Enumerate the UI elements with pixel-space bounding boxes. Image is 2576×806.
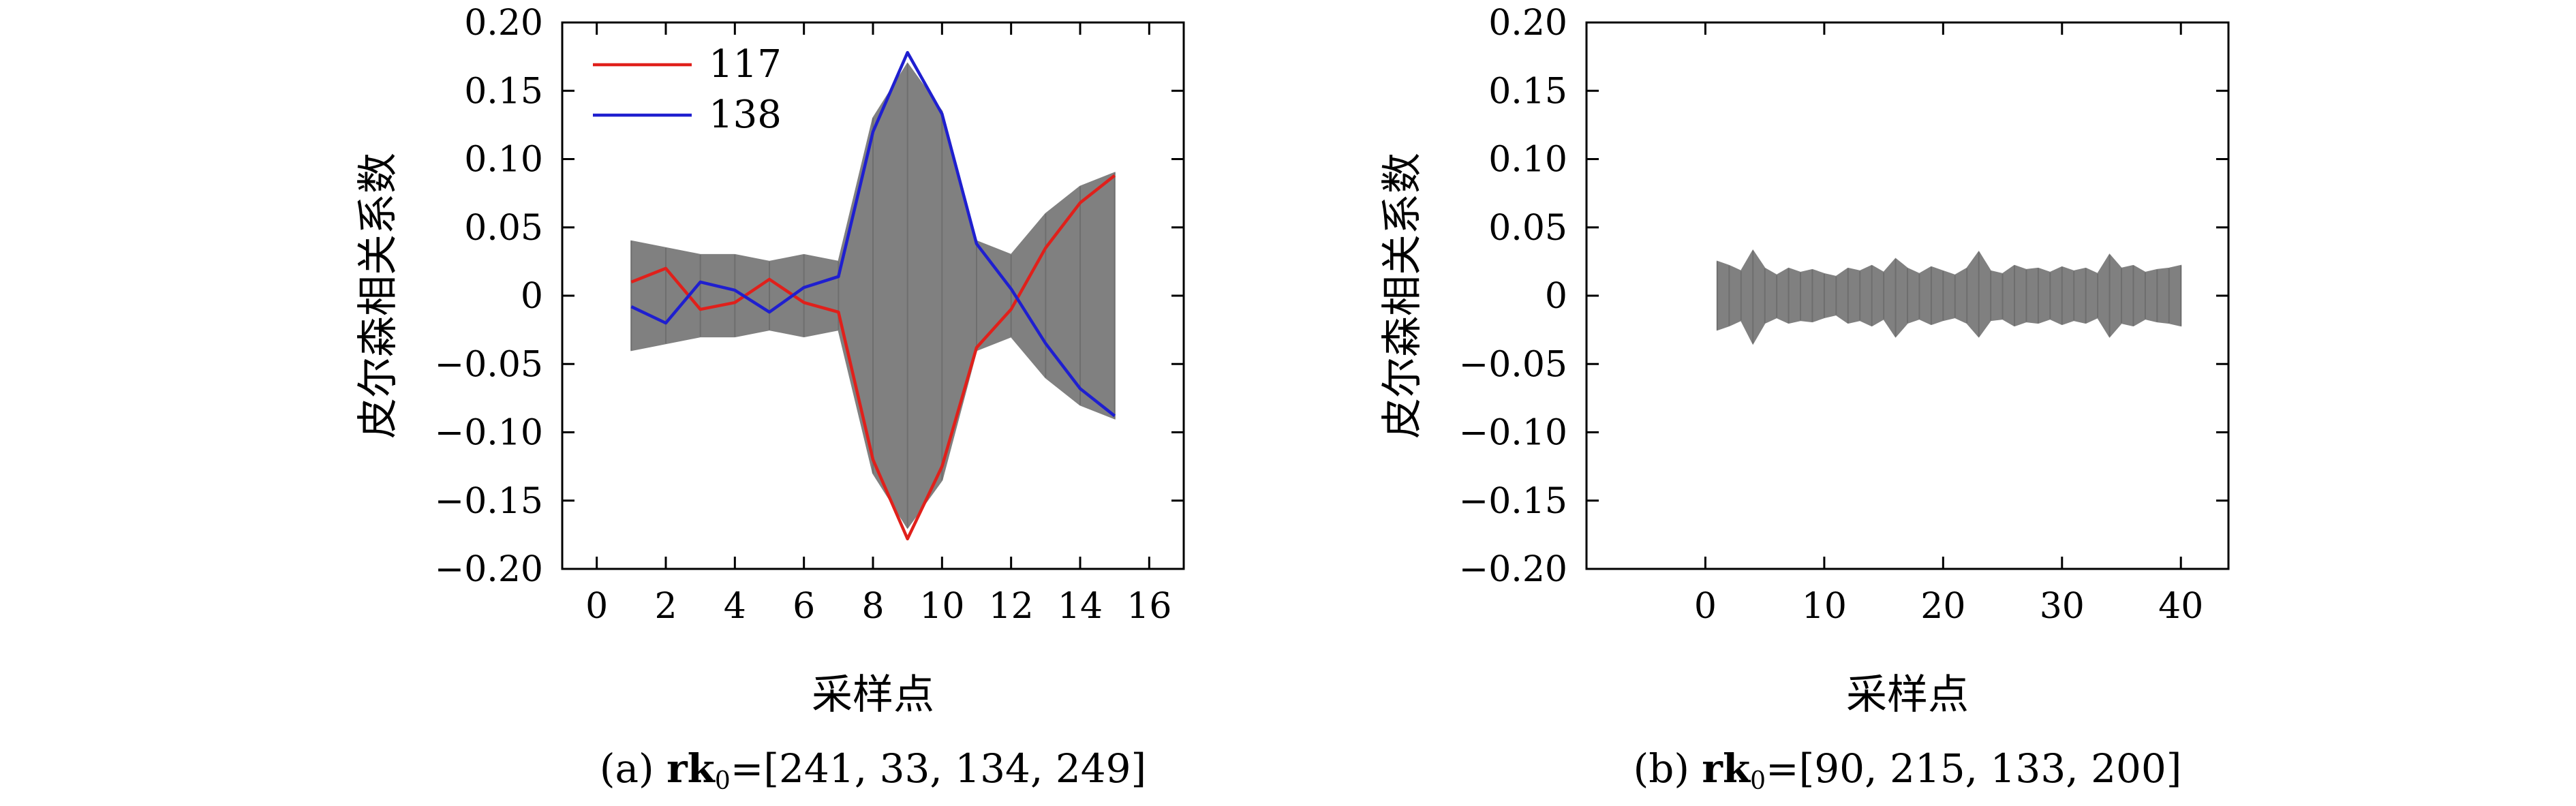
x-tick-label: 40 [2158,586,2203,627]
y-tick-label: 0 [521,276,543,317]
x-tick-label: 20 [1920,586,1965,627]
y-axis-label: 皮尔森相关系数 [354,153,402,439]
y-tick-label: −0.10 [435,413,543,454]
caption-prefix: (b) [1634,745,1702,792]
subplot-a: −0.20 −0.15 −0.10 −0.05 0 0.05 0.10 0.15 0.20 0 2 4… [354,3,1185,795]
y-tick-label: −0.20 [435,549,543,590]
y-tick-label: −0.05 [435,344,543,385]
caption-bold: rk [666,745,716,792]
y-tick-label: 0.20 [464,3,543,44]
legend-label: 117 [709,42,782,87]
x-tick-label: 0 [585,586,608,627]
series-line-117 [630,174,1116,541]
x-tick-label: 6 [793,586,815,627]
caption-suffix: =[90, 215, 133, 200] [1766,745,2181,792]
y-tick-label: 0.05 [464,208,543,249]
x-tick-label: 4 [724,586,746,627]
y-tick-label: −0.10 [1459,413,1567,454]
x-tick-label: 12 [989,586,1034,627]
x-axis-label: 采样点 [812,671,934,719]
x-tick-label: 10 [919,586,964,627]
caption-bold: rk [1702,745,1751,792]
x-tick-label: 14 [1058,586,1103,627]
y-tick-label: 0.20 [1488,3,1567,44]
subplot-caption: (b) rk0=[90, 215, 133, 200] [1634,745,2182,795]
y-tick-label: 0.10 [1488,140,1567,181]
caption-suffix: =[241, 33, 134, 249] [731,745,1146,792]
x-tick-label: 0 [1694,586,1717,627]
subplot-b: −0.20 −0.15 −0.10 −0.05 0 0.05 0.10 0.15 0.20 0 10… [1379,3,2230,795]
x-tick-label: 8 [861,586,884,627]
caption-subscript: 0 [715,767,731,795]
y-tick-label: −0.20 [1459,549,1567,590]
x-tick-label: 2 [654,586,677,627]
x-tick-label: 16 [1126,586,1171,627]
trace-envelope [1716,249,2182,345]
caption-prefix: (a) [600,745,666,792]
y-tick-label: 0.15 [1488,71,1567,112]
subplot-caption: (a) rk0=[241, 33, 134, 249] [600,745,1146,795]
caption-subscript: 0 [1750,767,1766,795]
x-tick-label: 30 [2040,586,2085,627]
y-tick-label: 0 [1545,276,1567,317]
y-tick-label: 0.10 [464,140,543,181]
y-tick-label: 0.15 [464,71,543,112]
y-axis-label: 皮尔森相关系数 [1379,153,1426,439]
x-tick-label: 10 [1802,586,1847,627]
y-tick-label: 0.05 [1488,208,1567,249]
y-tick-label: −0.05 [1459,344,1567,385]
x-axis-label: 采样点 [1846,671,1969,719]
series-line-138 [630,50,1116,418]
y-tick-label: −0.15 [1459,481,1567,522]
legend-label: 138 [709,93,782,137]
y-tick-label: −0.15 [435,481,543,522]
